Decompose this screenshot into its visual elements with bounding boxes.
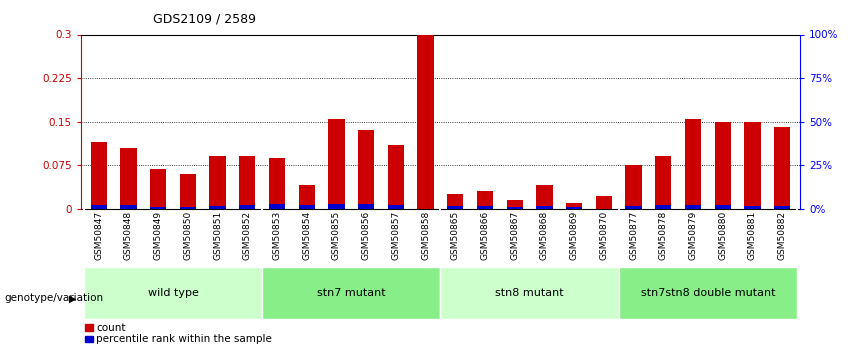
- Bar: [299, 186, 315, 209]
- Bar: [745, 206, 761, 209]
- Bar: [685, 119, 701, 209]
- Text: stn7 mutant: stn7 mutant: [317, 288, 386, 298]
- Bar: [506, 207, 523, 209]
- Bar: [299, 205, 315, 209]
- Text: ▶: ▶: [69, 294, 77, 303]
- Bar: [180, 207, 196, 209]
- Bar: [596, 196, 612, 209]
- Text: GSM50857: GSM50857: [391, 210, 400, 260]
- Bar: [447, 194, 464, 209]
- Text: GSM50851: GSM50851: [213, 210, 222, 260]
- Bar: [655, 205, 671, 209]
- Text: percentile rank within the sample: percentile rank within the sample: [96, 334, 272, 344]
- Bar: [262, 267, 440, 319]
- Bar: [745, 122, 761, 209]
- Text: GSM50867: GSM50867: [511, 210, 519, 260]
- Text: GSM50858: GSM50858: [421, 210, 430, 260]
- Bar: [85, 336, 93, 342]
- Bar: [536, 206, 552, 209]
- Bar: [417, 34, 434, 209]
- Bar: [566, 207, 582, 209]
- Text: GSM50869: GSM50869: [569, 210, 579, 260]
- Bar: [447, 206, 464, 209]
- Bar: [477, 191, 493, 209]
- Text: stn7stn8 double mutant: stn7stn8 double mutant: [641, 288, 775, 298]
- Text: GSM50856: GSM50856: [362, 210, 370, 260]
- Bar: [90, 205, 107, 209]
- Bar: [269, 204, 285, 209]
- Bar: [239, 205, 255, 209]
- Bar: [328, 119, 345, 209]
- Bar: [774, 206, 791, 209]
- Bar: [715, 205, 731, 209]
- Bar: [566, 203, 582, 209]
- Bar: [440, 267, 619, 319]
- Text: GSM50880: GSM50880: [718, 210, 728, 260]
- Text: wild type: wild type: [147, 288, 198, 298]
- Bar: [715, 122, 731, 209]
- Bar: [655, 156, 671, 209]
- Bar: [685, 205, 701, 209]
- Bar: [619, 267, 797, 319]
- Bar: [506, 200, 523, 209]
- Text: GDS2109 / 2589: GDS2109 / 2589: [153, 12, 256, 25]
- Text: GSM50870: GSM50870: [599, 210, 608, 260]
- Text: GSM50882: GSM50882: [778, 210, 786, 259]
- Text: stn8 mutant: stn8 mutant: [495, 288, 564, 298]
- Text: GSM50866: GSM50866: [481, 210, 489, 260]
- Bar: [625, 165, 642, 209]
- Bar: [209, 156, 226, 209]
- Bar: [388, 205, 404, 209]
- Bar: [388, 145, 404, 209]
- Bar: [477, 206, 493, 209]
- Bar: [239, 156, 255, 209]
- Text: GSM50852: GSM50852: [243, 210, 252, 259]
- Bar: [83, 267, 262, 319]
- Text: GSM50879: GSM50879: [688, 210, 698, 260]
- Text: GSM50855: GSM50855: [332, 210, 341, 260]
- Text: GSM50849: GSM50849: [153, 210, 163, 259]
- Bar: [269, 158, 285, 209]
- Text: GSM50847: GSM50847: [94, 210, 103, 259]
- Bar: [120, 205, 136, 209]
- Text: GSM50850: GSM50850: [183, 210, 192, 260]
- Text: GSM50853: GSM50853: [272, 210, 282, 260]
- Bar: [209, 206, 226, 209]
- Text: GSM50865: GSM50865: [451, 210, 460, 260]
- Text: genotype/variation: genotype/variation: [4, 294, 103, 303]
- Bar: [625, 206, 642, 209]
- Bar: [150, 169, 166, 209]
- Text: GSM50848: GSM50848: [124, 210, 133, 259]
- Text: GSM50878: GSM50878: [659, 210, 668, 260]
- Text: count: count: [96, 323, 126, 333]
- Bar: [120, 148, 136, 209]
- Bar: [90, 142, 107, 209]
- Text: GSM50868: GSM50868: [540, 210, 549, 260]
- Bar: [328, 204, 345, 209]
- Bar: [150, 207, 166, 209]
- Text: GSM50854: GSM50854: [302, 210, 311, 259]
- Text: GSM50881: GSM50881: [748, 210, 757, 260]
- Bar: [180, 174, 196, 209]
- Bar: [358, 130, 374, 209]
- Bar: [536, 186, 552, 209]
- Bar: [358, 204, 374, 209]
- Text: GSM50877: GSM50877: [629, 210, 638, 260]
- Bar: [85, 324, 93, 331]
- Bar: [774, 127, 791, 209]
